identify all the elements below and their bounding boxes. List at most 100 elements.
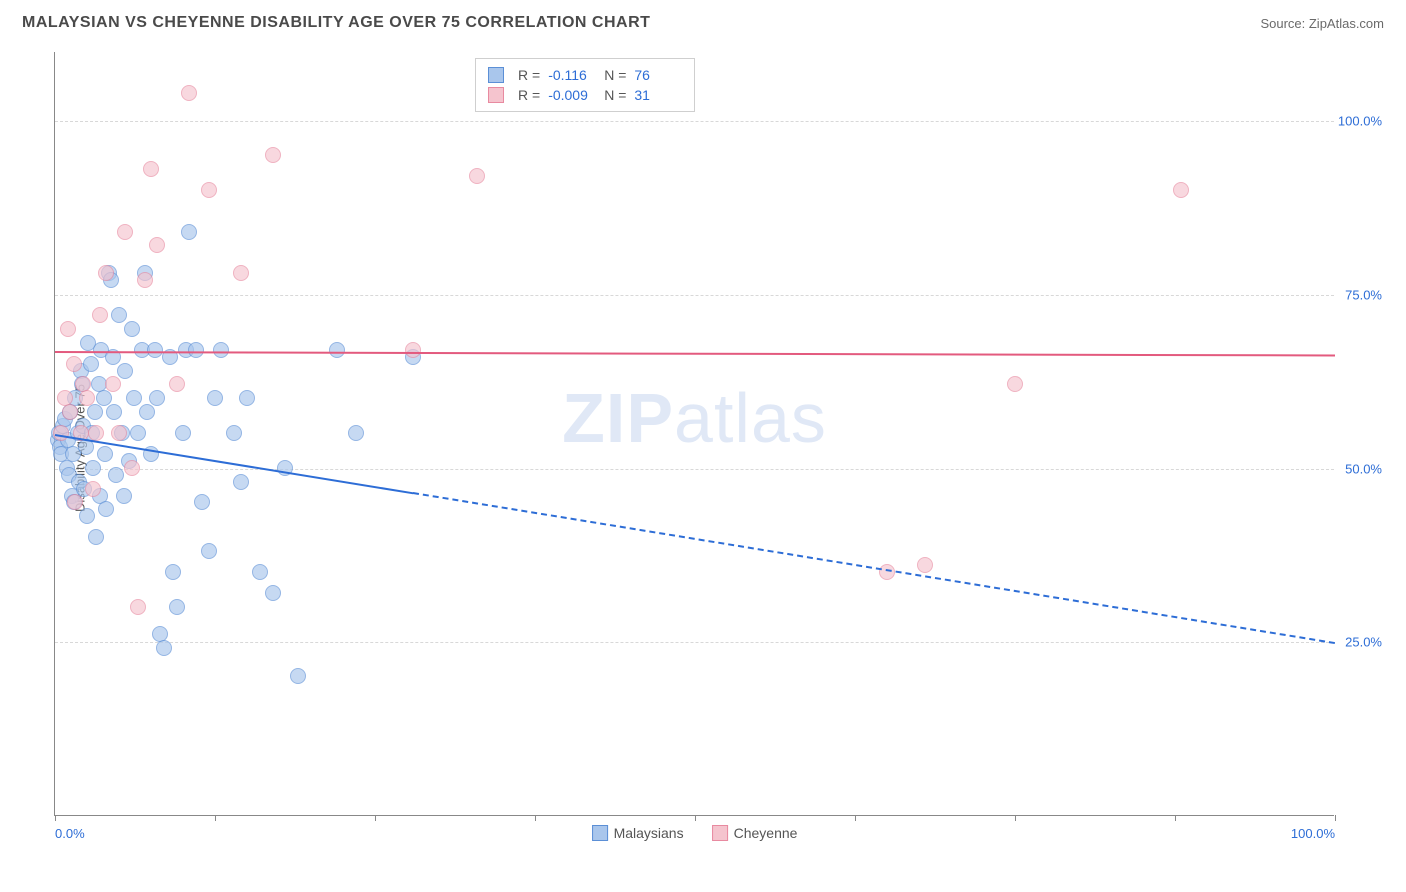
scatter-point — [117, 224, 133, 240]
stat-r-label: R = — [518, 67, 540, 83]
scatter-point — [233, 474, 249, 490]
y-tick-label: 100.0% — [1338, 114, 1382, 129]
stat-r-value: -0.009 — [548, 87, 596, 103]
source-label: Source: — [1260, 16, 1308, 31]
scatter-point — [106, 404, 122, 420]
stat-n-label: N = — [604, 87, 626, 103]
source-value: ZipAtlas.com — [1309, 16, 1384, 31]
legend-swatch — [712, 825, 728, 841]
stats-row: R =-0.009N =31 — [488, 85, 682, 105]
scatter-point — [233, 265, 249, 281]
scatter-point — [97, 446, 113, 462]
scatter-point — [98, 501, 114, 517]
scatter-point — [130, 425, 146, 441]
chart-title: MALAYSIAN VS CHEYENNE DISABILITY AGE OVE… — [22, 14, 650, 32]
x-tick — [695, 815, 696, 821]
scatter-point — [53, 425, 69, 441]
scatter-point — [130, 599, 146, 615]
x-tick — [1015, 815, 1016, 821]
scatter-point — [201, 182, 217, 198]
scatter-point — [348, 425, 364, 441]
watermark-rest: atlas — [674, 379, 827, 457]
scatter-point — [201, 543, 217, 559]
scatter-point — [156, 640, 172, 656]
source-attribution: Source: ZipAtlas.com — [1260, 16, 1384, 31]
legend-label: Cheyenne — [734, 825, 798, 841]
scatter-point — [85, 481, 101, 497]
scatter-point — [213, 342, 229, 358]
scatter-point — [181, 85, 197, 101]
series-legend: Malaysians Cheyenne — [592, 825, 798, 841]
stat-n-value: 76 — [634, 67, 682, 83]
scatter-point — [175, 425, 191, 441]
scatter-point — [116, 488, 132, 504]
scatter-point — [124, 321, 140, 337]
plot-area: ZIPatlas R =-0.116N =76R =-0.009N =31 Ma… — [54, 52, 1334, 816]
x-tick-label: 0.0% — [55, 826, 85, 841]
scatter-point — [181, 224, 197, 240]
x-tick — [855, 815, 856, 821]
scatter-point — [239, 390, 255, 406]
scatter-point — [169, 599, 185, 615]
scatter-point — [60, 321, 76, 337]
scatter-point — [265, 585, 281, 601]
scatter-point — [108, 467, 124, 483]
scatter-point — [98, 265, 114, 281]
x-tick — [1335, 815, 1336, 821]
x-tick — [55, 815, 56, 821]
scatter-point — [67, 494, 83, 510]
scatter-point — [188, 342, 204, 358]
scatter-point — [165, 564, 181, 580]
scatter-point — [66, 356, 82, 372]
scatter-point — [1007, 376, 1023, 392]
x-tick-label: 100.0% — [1291, 826, 1335, 841]
scatter-point — [96, 390, 112, 406]
scatter-point — [79, 390, 95, 406]
header: MALAYSIAN VS CHEYENNE DISABILITY AGE OVE… — [0, 0, 1406, 40]
legend-item: Malaysians — [592, 825, 684, 841]
scatter-point — [124, 460, 140, 476]
scatter-point — [194, 494, 210, 510]
y-tick-label: 50.0% — [1345, 461, 1382, 476]
scatter-point — [139, 404, 155, 420]
scatter-point — [252, 564, 268, 580]
scatter-point — [469, 168, 485, 184]
scatter-point — [169, 376, 185, 392]
stat-n-value: 31 — [634, 87, 682, 103]
legend-swatch — [592, 825, 608, 841]
scatter-point — [329, 342, 345, 358]
x-tick — [535, 815, 536, 821]
y-tick-label: 25.0% — [1345, 635, 1382, 650]
scatter-point — [147, 342, 163, 358]
scatter-point — [111, 425, 127, 441]
scatter-point — [79, 508, 95, 524]
scatter-point — [83, 356, 99, 372]
scatter-point — [62, 404, 78, 420]
scatter-point — [105, 376, 121, 392]
scatter-point — [85, 460, 101, 476]
watermark-bold: ZIP — [562, 379, 674, 457]
scatter-point — [88, 425, 104, 441]
scatter-point — [137, 272, 153, 288]
scatter-point — [87, 404, 103, 420]
scatter-point — [290, 668, 306, 684]
legend-item: Cheyenne — [712, 825, 798, 841]
scatter-point — [207, 390, 223, 406]
x-tick — [1175, 815, 1176, 821]
gridline-h — [55, 121, 1334, 122]
stats-legend-box: R =-0.116N =76R =-0.009N =31 — [475, 58, 695, 112]
scatter-point — [265, 147, 281, 163]
gridline-h — [55, 469, 1334, 470]
scatter-point — [117, 363, 133, 379]
scatter-point — [92, 307, 108, 323]
scatter-point — [917, 557, 933, 573]
trend-line — [413, 492, 1335, 644]
scatter-point — [149, 237, 165, 253]
stat-r-value: -0.116 — [548, 67, 596, 83]
scatter-point — [405, 342, 421, 358]
scatter-point — [111, 307, 127, 323]
chart-container: Disability Age Over 75 ZIPatlas R =-0.11… — [46, 52, 1382, 844]
x-tick — [215, 815, 216, 821]
x-tick — [375, 815, 376, 821]
stats-row: R =-0.116N =76 — [488, 65, 682, 85]
